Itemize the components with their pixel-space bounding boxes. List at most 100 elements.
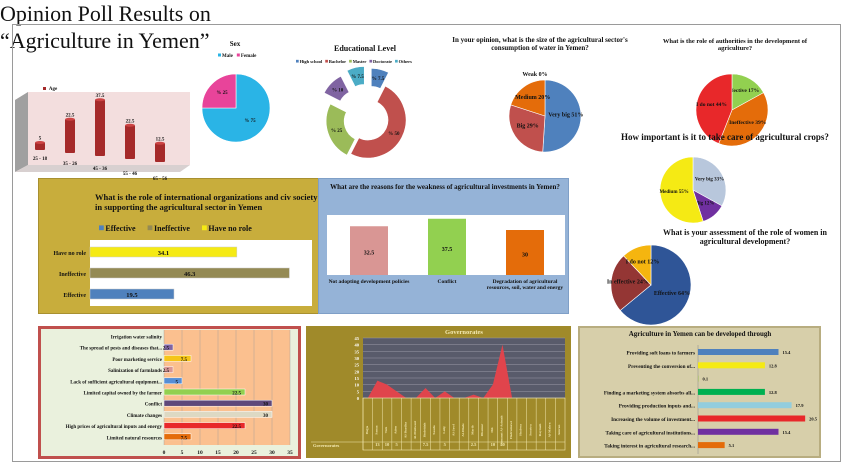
- y-tick-label: Taking care of agricultural institutions…: [606, 430, 696, 436]
- y-tick-label: 25: [355, 363, 360, 368]
- pie-label: % 25: [216, 91, 228, 96]
- legend-item: Ineffective: [154, 224, 190, 233]
- bar: [89, 267, 290, 279]
- y-tick-label: Conflict: [145, 403, 163, 408]
- category-label: Al-Jawf: [451, 423, 455, 436]
- age-bar: [125, 125, 135, 159]
- area-series: [363, 344, 565, 398]
- y-tick-label: Providing production inputs and...: [619, 404, 696, 410]
- legend-swatch: [395, 59, 398, 63]
- legend-item: Male: [222, 54, 234, 59]
- y-tick-label: Increasing the volume of investment...: [611, 417, 696, 423]
- pie-label: Ineffective 39%: [729, 120, 766, 126]
- pie-label: I do not 12%: [626, 259, 660, 265]
- x-tick-label: 20: [233, 450, 239, 456]
- category-label: Taiz: [384, 426, 388, 433]
- pie-slice: [718, 92, 769, 147]
- pie-label: Effective 17%: [726, 88, 759, 94]
- pie-label: Very big 51%: [548, 113, 583, 119]
- age-bar-top: [95, 98, 105, 102]
- pie-label: I do not 44%: [696, 102, 727, 108]
- legend-item: Doctorate: [373, 59, 392, 64]
- table-series-label: Governorates: [313, 443, 339, 448]
- legend-swatch: [218, 53, 221, 57]
- x-tick-label: 0: [163, 450, 166, 456]
- x-tick-label: 55 - 46: [123, 172, 138, 177]
- data-label: 37.5: [96, 94, 105, 99]
- legend-swatch: [201, 225, 207, 231]
- y-tick-label: Climate changes: [127, 414, 162, 419]
- pie-slice: [542, 79, 582, 153]
- pie-label: Big 29%: [517, 124, 539, 130]
- pie-label: Medium 20%: [515, 95, 550, 101]
- bar: [163, 433, 192, 441]
- pie-label: Big 12%: [696, 202, 714, 207]
- data-label: 17.9: [796, 403, 805, 408]
- data-label: 12.8: [769, 363, 778, 368]
- category-label: Hadramawt: [509, 420, 513, 439]
- data-label: 30: [263, 403, 269, 408]
- pie-slice: [510, 79, 546, 117]
- category-label: Lahj: [442, 426, 446, 433]
- bar: [698, 349, 779, 355]
- y-tick-label: 45: [355, 336, 360, 341]
- pie-label: Weak 0%: [522, 72, 547, 78]
- x-tick-label: 10: [197, 450, 203, 456]
- y-tick-label: 15: [355, 376, 360, 381]
- category-label: Hajja: [365, 425, 369, 434]
- donut-slice: [350, 85, 407, 159]
- plot-area: [363, 338, 565, 398]
- y-tick-label: Ineffective: [59, 272, 86, 278]
- bar: [163, 411, 273, 418]
- legend-swatch: [349, 59, 352, 63]
- legend-swatch: [369, 59, 373, 63]
- category-label: Aden: [394, 426, 398, 434]
- bar: [698, 362, 765, 369]
- chart-title: Sex: [229, 40, 241, 48]
- pie-slice: [619, 244, 692, 326]
- category-label: Shabwa: [519, 424, 523, 436]
- legend-item: Others: [399, 59, 412, 64]
- x-tick-label: 5: [181, 450, 184, 456]
- pie-slice: [201, 73, 237, 109]
- data-label: 2.5: [163, 369, 170, 374]
- category-label: Al-Dhale: [461, 423, 465, 437]
- category-label: Al-Mahra: [548, 422, 552, 437]
- data-label: 22.5: [66, 113, 75, 118]
- x-tick-label: Degradation of agricultural resources, s…: [486, 279, 564, 292]
- y-tick-label: Poor marketing service: [112, 358, 162, 363]
- data-label: 20.5: [809, 417, 818, 422]
- x-tick-label: 45 - 36: [93, 167, 108, 172]
- bar: [163, 377, 183, 385]
- y-tick-label: Finding a marketing system absorbs all..…: [604, 390, 696, 396]
- category-label: Amran: [557, 425, 561, 436]
- data-label: 0.1: [703, 377, 709, 382]
- pie-label: % 50: [388, 132, 400, 137]
- category-label: Ibb: [490, 427, 494, 432]
- age-bar: [35, 142, 45, 150]
- title-line-1: Opinion Poll Results on: [0, 1, 211, 26]
- pie-label: % 25: [331, 129, 343, 134]
- chart-title: In your opinion, what is the size of the…: [452, 36, 628, 53]
- bar: [428, 218, 466, 275]
- page-frame: [12, 24, 841, 462]
- data-label: 22.5: [232, 392, 241, 397]
- y-tick-label: Preventing the conversion of...: [628, 364, 696, 370]
- bar: [163, 355, 192, 362]
- chart-title: Governorates: [445, 329, 483, 336]
- y-tick-label: Irrigation water salinity: [111, 336, 163, 341]
- bar: [506, 230, 544, 275]
- donut-slice: [323, 75, 350, 102]
- y-tick-label: 20: [355, 369, 360, 374]
- donut-slice: [370, 68, 389, 89]
- data-label: 46.3: [184, 271, 196, 278]
- x-tick-label: 35: [287, 450, 293, 456]
- legend-swatch: [325, 59, 328, 63]
- pie-label: Medium 55%: [659, 190, 688, 195]
- y-tick-label: Lack of sufficient agricultural equipmen…: [70, 380, 163, 385]
- x-tick-label: 15: [215, 450, 221, 456]
- legend-item: Age: [49, 87, 58, 92]
- category-label: Marib: [471, 425, 475, 435]
- table-value: 5: [444, 442, 447, 447]
